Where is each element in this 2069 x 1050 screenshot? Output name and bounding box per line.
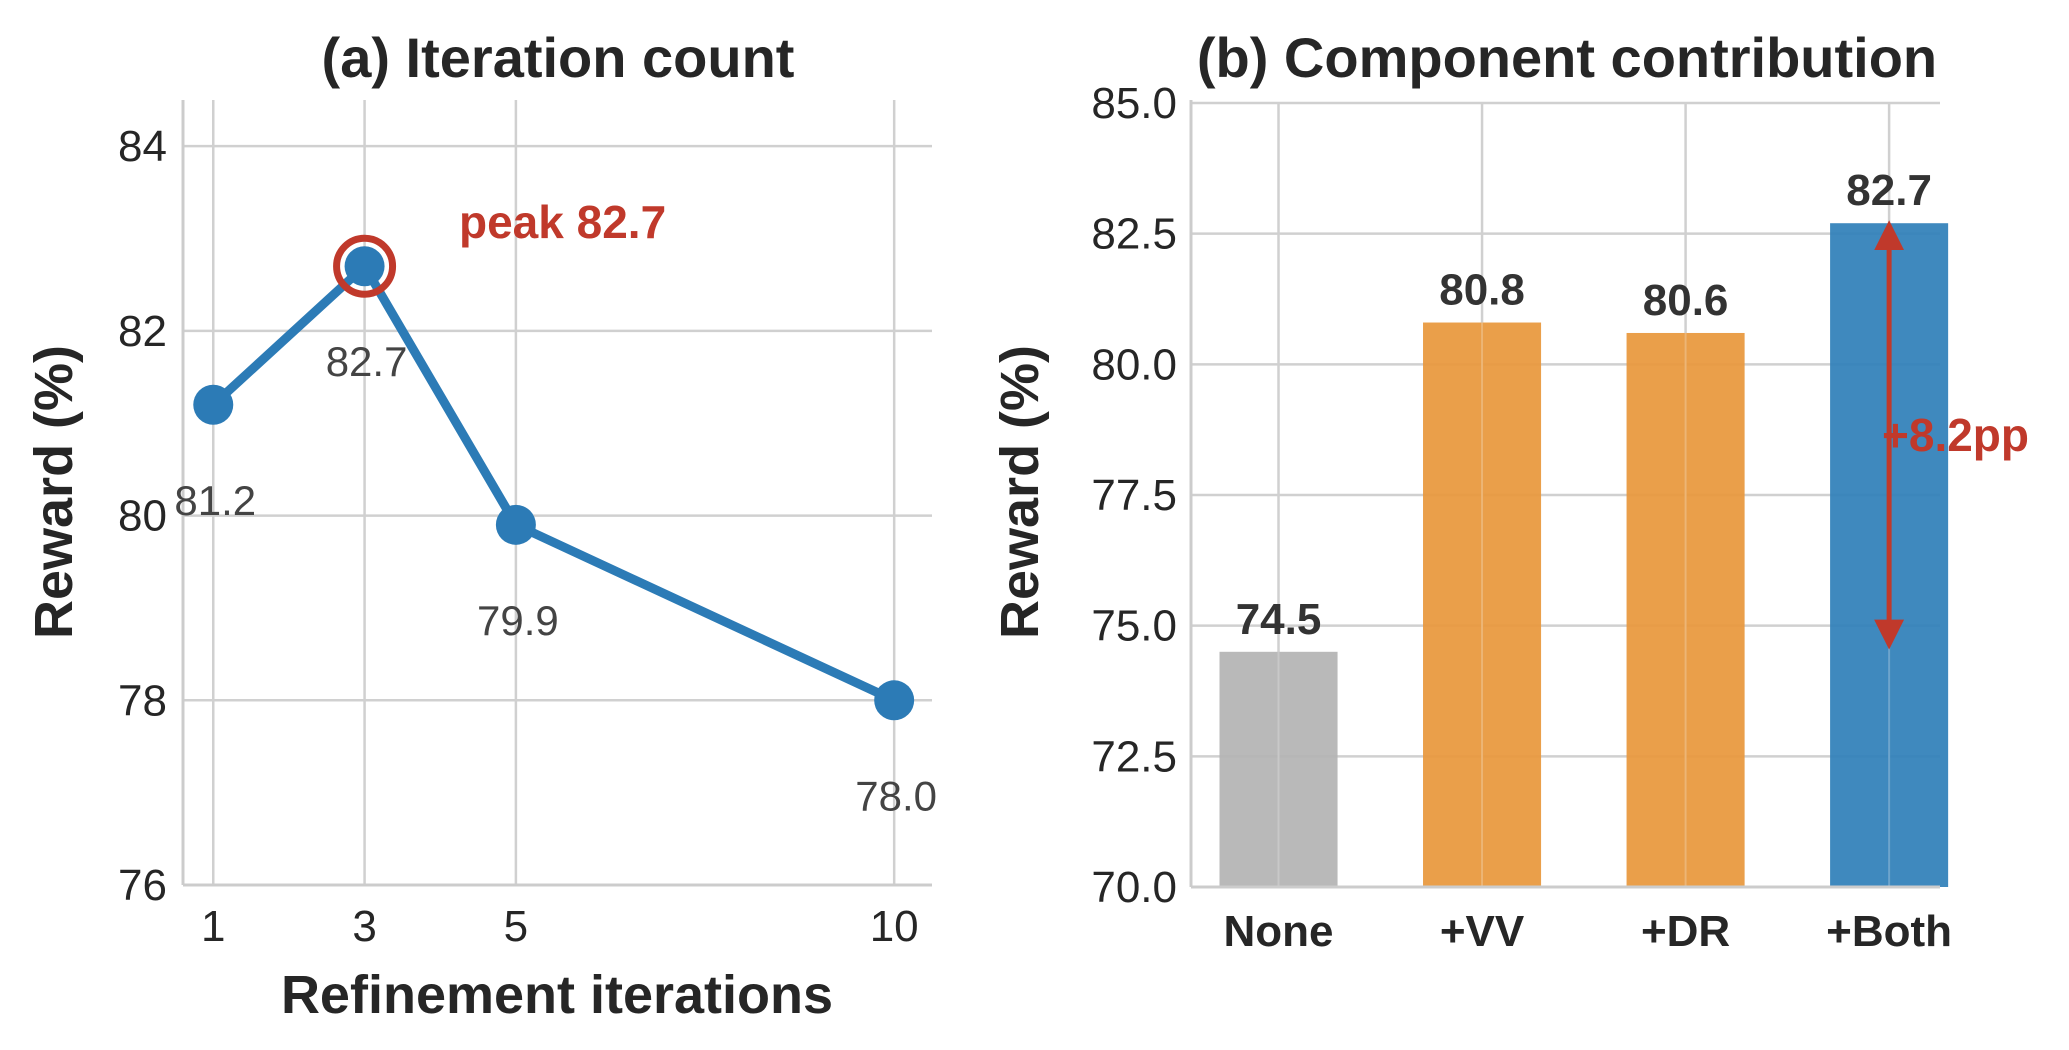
- panel-a-x-axis-label: Refinement iterations: [281, 965, 833, 1025]
- panel-a-x-tick-label: 3: [352, 902, 376, 951]
- panel-b-value-label: 80.6: [1643, 276, 1729, 325]
- panel-a-x-tick-label: 1: [201, 902, 225, 951]
- panel-b-y-ticks: 70.0 72.5 75.0 77.5 80.0 82.5 85.0: [1091, 79, 1177, 912]
- panel-a-series-line: [210, 261, 897, 705]
- panel-b-y-tick-label: 72.5: [1091, 732, 1177, 781]
- panel-a-y-ticks: 76 78 80 82 84: [118, 122, 167, 910]
- panel-a-point-labels: 81.2 82.7 79.9 78.0: [174, 338, 937, 819]
- panel-b-bar: [1423, 322, 1542, 887]
- panel-b-x-tick-label: +DR: [1641, 907, 1730, 956]
- panel-a-point-label: 78.0: [855, 772, 937, 819]
- panel-b-y-tick-label: 77.5: [1091, 471, 1177, 520]
- panel-b-bar: [1626, 332, 1745, 887]
- panel-b-bar-chart: 70.0 72.5 75.0 77.5 80.0 82.5 85.0 None +VV +DR +…: [990, 26, 2029, 956]
- panel-a-series: [193, 234, 915, 721]
- panel-b-x-ticks: None +VV +DR +Both: [1224, 907, 1953, 956]
- panel-a-y-tick-label: 76: [118, 861, 167, 910]
- panel-b-value-label: 82.7: [1846, 166, 1932, 215]
- panel-b-x-tick-label: None: [1224, 907, 1334, 956]
- panel-a-x-tick-label: 5: [504, 902, 528, 951]
- panel-b-bars: [1219, 223, 1949, 888]
- panel-b-x-tick-label: +VV: [1440, 907, 1525, 956]
- panel-b-y-tick-label: 80.0: [1091, 340, 1177, 389]
- panel-a-y-axis-label: Reward (%): [24, 345, 84, 639]
- panel-b-improvement-annotation: +8.2pp: [1882, 409, 2029, 461]
- panel-a-line-chart: 76 78 80 82 84 1 3 5 10 81.2 82.7 79.9 78.0 (a) It…: [24, 26, 937, 1025]
- panel-b-y-tick-label: 82.5: [1091, 210, 1177, 259]
- panel-b-bar: [1219, 651, 1338, 887]
- panel-a-x-tick-label: 10: [870, 902, 919, 951]
- panel-a-y-tick-label: 80: [118, 492, 167, 541]
- panel-b-value-label: 80.8: [1439, 266, 1525, 315]
- panel-a-peak-annotation: peak 82.7: [459, 196, 666, 248]
- panel-b-y-tick-label: 70.0: [1091, 863, 1177, 912]
- panel-a-x-ticks: 1 3 5 10: [201, 902, 919, 951]
- panel-b-y-tick-label: 85.0: [1091, 79, 1177, 128]
- panel-a-y-tick-label: 84: [118, 122, 167, 171]
- panel-a-point-label: 82.7: [326, 338, 408, 385]
- panel-a-title: (a) Iteration count: [322, 26, 795, 89]
- panel-a-grid: [183, 100, 932, 887]
- panel-a-y-tick-label: 82: [118, 307, 167, 356]
- panel-a-y-tick-label: 78: [118, 676, 167, 725]
- panel-a-data-point: [344, 246, 385, 287]
- panel-a-data-point: [193, 384, 234, 425]
- panel-b-y-tick-label: 75.0: [1091, 602, 1177, 651]
- panel-a-data-point: [874, 680, 915, 721]
- panel-a-peak-marker: [333, 234, 397, 298]
- panel-b-y-axis-label: Reward (%): [990, 345, 1050, 639]
- panel-b-value-label: 74.5: [1236, 595, 1322, 644]
- panel-a-point-label: 81.2: [174, 477, 256, 524]
- panel-b-bar-labels: 74.5 80.8 80.6 82.7: [1236, 166, 1932, 644]
- panel-a-point-label: 79.9: [477, 597, 559, 644]
- panel-b-x-tick-label: +Both: [1826, 907, 1952, 956]
- panel-b-title: (b) Component contribution: [1197, 26, 1937, 89]
- panel-a-data-point: [495, 504, 536, 545]
